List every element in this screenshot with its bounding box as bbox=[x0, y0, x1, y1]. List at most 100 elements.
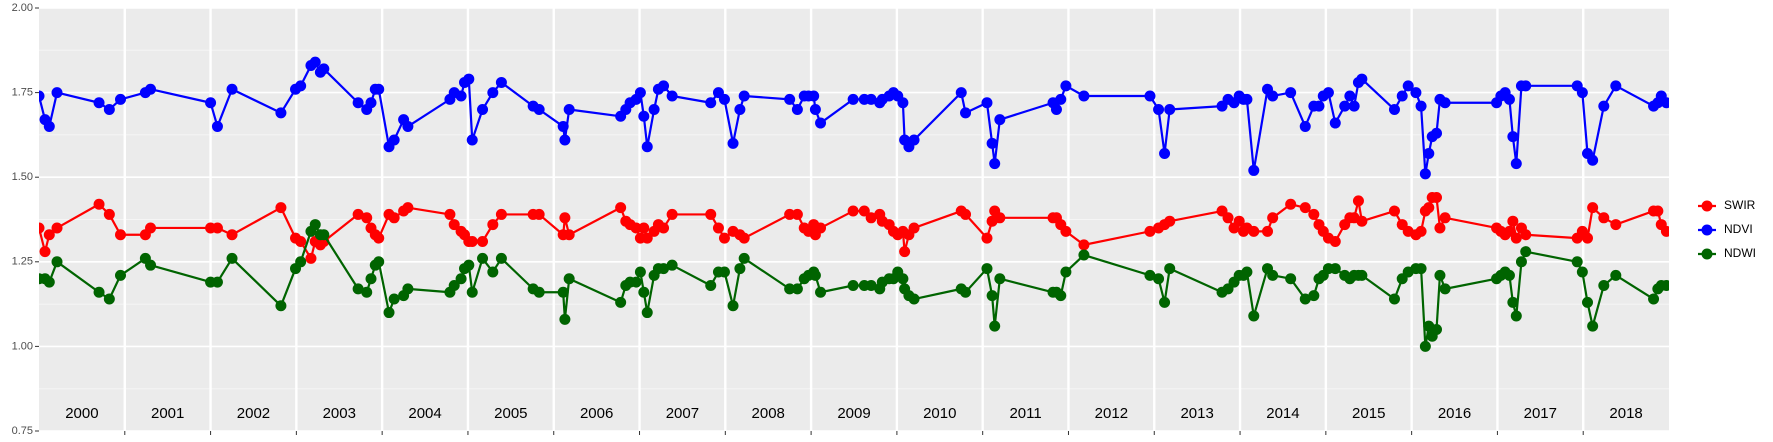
data-point bbox=[559, 212, 571, 224]
data-point bbox=[365, 97, 377, 109]
y-tick-label: 1.00 bbox=[12, 340, 33, 352]
data-point bbox=[1388, 104, 1400, 116]
data-point bbox=[402, 283, 414, 295]
data-point bbox=[1507, 296, 1519, 308]
data-point bbox=[1329, 117, 1341, 129]
data-point bbox=[1388, 205, 1400, 217]
data-point bbox=[1587, 320, 1599, 332]
data-point bbox=[211, 120, 223, 132]
year-label: 2008 bbox=[752, 405, 785, 422]
data-point bbox=[1503, 93, 1515, 105]
data-point bbox=[815, 117, 827, 129]
data-point bbox=[39, 222, 45, 234]
year-label: 2007 bbox=[666, 405, 699, 422]
data-point bbox=[1415, 100, 1427, 112]
data-point bbox=[1078, 249, 1090, 261]
legend-label: SWIR bbox=[1724, 198, 1756, 212]
data-point bbox=[1267, 212, 1279, 224]
data-point bbox=[815, 286, 827, 298]
data-point bbox=[563, 229, 575, 241]
legend-key-point bbox=[1701, 248, 1713, 260]
data-point bbox=[103, 293, 115, 305]
data-point bbox=[487, 219, 499, 231]
data-point bbox=[1510, 310, 1522, 322]
data-point bbox=[960, 208, 972, 220]
data-point bbox=[989, 158, 1001, 170]
data-point bbox=[809, 269, 821, 281]
data-point bbox=[1576, 266, 1588, 278]
data-point bbox=[1660, 279, 1669, 291]
data-point bbox=[1610, 219, 1622, 231]
data-point bbox=[634, 87, 646, 99]
data-point bbox=[1267, 90, 1279, 102]
data-point bbox=[455, 90, 467, 102]
data-point bbox=[1515, 256, 1527, 268]
data-point bbox=[352, 283, 364, 295]
data-point bbox=[1248, 225, 1260, 237]
data-point bbox=[318, 229, 330, 241]
data-point bbox=[784, 93, 796, 105]
data-point bbox=[1164, 104, 1176, 116]
data-point bbox=[495, 252, 507, 264]
data-point bbox=[847, 205, 859, 217]
year-label: 2016 bbox=[1438, 405, 1471, 422]
data-point bbox=[630, 276, 642, 288]
data-point bbox=[1299, 202, 1311, 214]
data-point bbox=[383, 307, 395, 319]
data-point bbox=[51, 87, 63, 99]
y-tick-label: 0.75 bbox=[12, 425, 33, 437]
data-point bbox=[1587, 202, 1599, 214]
data-point bbox=[226, 252, 238, 264]
data-point bbox=[1329, 235, 1341, 247]
data-point bbox=[1648, 293, 1660, 305]
data-point bbox=[466, 286, 478, 298]
data-point bbox=[634, 266, 646, 278]
data-point bbox=[487, 266, 499, 278]
data-point bbox=[986, 137, 998, 149]
legend-label: NDWI bbox=[1724, 246, 1756, 260]
data-point bbox=[648, 104, 660, 116]
data-point bbox=[908, 134, 920, 146]
data-point bbox=[1587, 154, 1599, 166]
data-point bbox=[145, 259, 157, 271]
data-point bbox=[1329, 263, 1341, 275]
data-point bbox=[981, 232, 993, 244]
data-point bbox=[533, 208, 545, 220]
data-point bbox=[1439, 212, 1451, 224]
data-point bbox=[43, 229, 55, 241]
data-point bbox=[309, 219, 321, 231]
data-point bbox=[1078, 239, 1090, 251]
year-label: 2017 bbox=[1524, 405, 1557, 422]
data-point bbox=[533, 104, 545, 116]
data-point bbox=[960, 107, 972, 119]
data-point bbox=[1356, 215, 1368, 227]
y-tick-label: 2.00 bbox=[12, 2, 33, 14]
data-point bbox=[365, 273, 377, 285]
data-point bbox=[1308, 290, 1320, 302]
data-point bbox=[705, 97, 717, 109]
data-point bbox=[559, 313, 571, 325]
data-point bbox=[388, 212, 400, 224]
data-point bbox=[533, 286, 545, 298]
data-point bbox=[495, 76, 507, 88]
data-point bbox=[557, 120, 569, 132]
data-point bbox=[402, 120, 414, 132]
data-point bbox=[466, 134, 478, 146]
data-point bbox=[1520, 246, 1532, 258]
data-point bbox=[1507, 215, 1519, 227]
year-label: 2012 bbox=[1095, 405, 1128, 422]
data-point bbox=[718, 232, 730, 244]
data-point bbox=[1233, 215, 1245, 227]
data-point bbox=[463, 73, 475, 85]
data-point bbox=[487, 87, 499, 99]
data-point bbox=[1598, 100, 1610, 112]
data-point bbox=[615, 202, 627, 214]
data-point bbox=[666, 259, 678, 271]
legend-key-point bbox=[1701, 224, 1713, 236]
data-point bbox=[1419, 340, 1431, 352]
data-point bbox=[211, 276, 223, 288]
data-point bbox=[638, 222, 650, 234]
data-point bbox=[960, 286, 972, 298]
data-point bbox=[897, 97, 909, 109]
